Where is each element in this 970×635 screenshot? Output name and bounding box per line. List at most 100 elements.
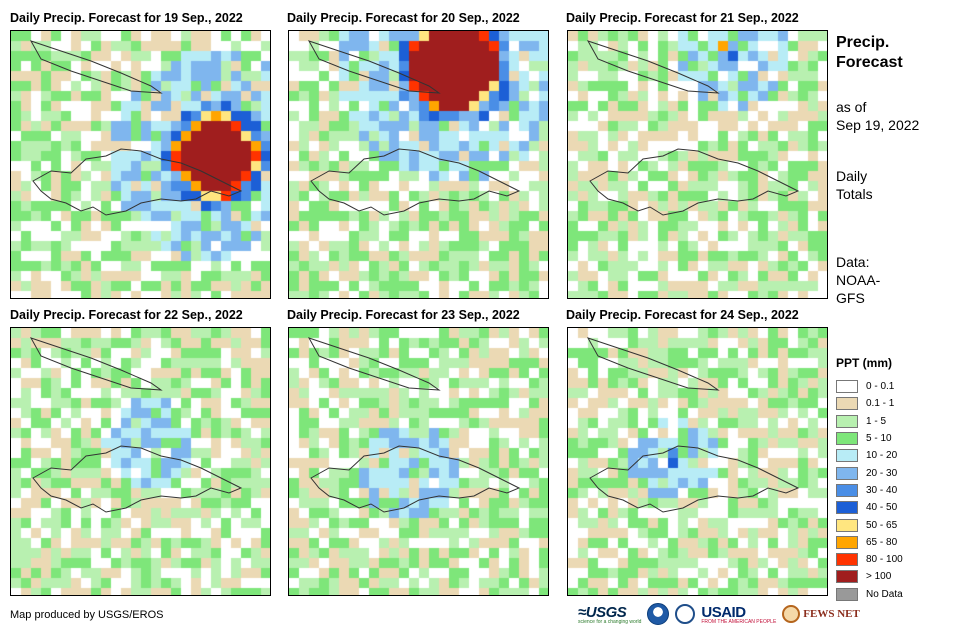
- legend-swatch: [836, 587, 858, 601]
- usgs-logo-text: ≈USGS: [578, 603, 627, 621]
- legend-label: 65 - 80: [866, 536, 898, 548]
- legend-item: 5 - 10: [836, 430, 903, 447]
- legend-rows: 0 - 0.1 0.1 - 1 1 - 5 5 - 10 10 - 20 20 - 30 3…: [836, 378, 903, 603]
- legend-swatch: [836, 397, 858, 411]
- coastline-overlay: [307, 337, 521, 513]
- data-source-line3: GFS: [836, 290, 865, 306]
- daily-label: Daily: [836, 168, 868, 184]
- data-source: Data: NOAA- GFS: [836, 253, 880, 307]
- daily-totals-label: Daily Totals: [836, 167, 873, 203]
- legend-label: No Data: [866, 588, 903, 600]
- hispaniola-coastline: [32, 148, 243, 216]
- hispaniola-coastline: [589, 148, 800, 216]
- as-of-value: Sep 19, 2022: [836, 117, 920, 133]
- panel-title-2: Daily Precip. Forecast for 20 Sep., 2022: [287, 11, 520, 25]
- legend-item: 50 - 65: [836, 516, 903, 533]
- fews-net-logo: FEWS NET: [782, 605, 860, 623]
- cuba-coastline: [586, 40, 720, 94]
- legend-item: 1 - 5: [836, 413, 903, 430]
- sidebar-title: Precip. Forecast: [836, 33, 903, 73]
- legend-swatch: [836, 380, 858, 394]
- usaid-tagline: FROM THE AMERICAN PEOPLE: [701, 618, 777, 625]
- coastline-overlay: [29, 40, 243, 216]
- precip-grid: [289, 31, 548, 298]
- coastline-overlay: [586, 40, 800, 216]
- legend-item: 10 - 20: [836, 447, 903, 464]
- hispaniola-coastline: [32, 445, 243, 513]
- legend-title: PPT (mm): [836, 356, 893, 370]
- legend-label: 0.1 - 1: [866, 398, 895, 410]
- cuba-coastline: [29, 40, 163, 94]
- map-credit: Map produced by USGS/EROS: [10, 609, 164, 621]
- fews-net-text: FEWS NET: [803, 608, 860, 620]
- legend-item: 0 - 0.1: [836, 378, 903, 395]
- data-source-label: Data:: [836, 254, 870, 270]
- panel-title-1: Daily Precip. Forecast for 19 Sep., 2022: [10, 11, 243, 25]
- noaa-logo: [647, 603, 670, 625]
- cuba-coastline: [307, 40, 441, 94]
- precip-grid: [11, 31, 270, 298]
- legend-item: No Data: [836, 586, 903, 603]
- legend-item: 40 - 50: [836, 499, 903, 516]
- legend-swatch: [836, 535, 858, 549]
- fews-net-icon: [782, 605, 801, 623]
- cuba-coastline: [586, 337, 720, 391]
- forecast-map-23-sep: [288, 327, 549, 596]
- legend-swatch: [836, 501, 858, 515]
- legend-label: 20 - 30: [866, 467, 898, 479]
- legend-item: 30 - 40: [836, 482, 903, 499]
- legend-item: 80 - 100: [836, 551, 903, 568]
- legend-label: 10 - 20: [866, 450, 898, 462]
- legend-label: > 100: [866, 571, 892, 583]
- coastline-overlay: [307, 40, 521, 216]
- legend-swatch: [836, 432, 858, 446]
- precip-legend: PPT (mm) 0 - 0.1 0.1 - 1 1 - 5 5 - 10 10 - 2…: [836, 356, 903, 603]
- forecast-map-20-sep: [288, 30, 549, 299]
- legend-swatch: [836, 414, 858, 428]
- as-of-date: as of Sep 19, 2022: [836, 98, 919, 134]
- cuba-coastline: [307, 337, 441, 391]
- panel-title-5: Daily Precip. Forecast for 23 Sep., 2022: [287, 308, 520, 322]
- legend-label: 0 - 0.1: [866, 381, 895, 393]
- legend-item: 65 - 80: [836, 534, 903, 551]
- as-of-label: as of: [836, 99, 867, 115]
- legend-label: 30 - 40: [866, 484, 898, 496]
- panel-title-6: Daily Precip. Forecast for 24 Sep., 2022: [566, 308, 799, 322]
- totals-label: Totals: [836, 186, 873, 202]
- hispaniola-coastline: [310, 445, 521, 513]
- legend-swatch: [836, 570, 858, 584]
- precip-grid: [289, 328, 548, 595]
- cuba-coastline: [29, 337, 163, 391]
- panel-title-4: Daily Precip. Forecast for 22 Sep., 2022: [10, 308, 243, 322]
- sidebar-title-line2: Forecast: [836, 54, 903, 71]
- hispaniola-coastline: [589, 445, 800, 513]
- precip-grid: [568, 31, 827, 298]
- legend-label: 5 - 10: [866, 433, 892, 445]
- coastline-overlay: [586, 337, 800, 513]
- usgs-logo: ≈USGS science for a changing world: [578, 604, 641, 625]
- legend-label: 40 - 50: [866, 502, 898, 514]
- data-source-line2: NOAA-: [836, 272, 881, 288]
- usgs-seal-logo: [675, 604, 696, 624]
- panel-title-3: Daily Precip. Forecast for 21 Sep., 2022: [566, 11, 799, 25]
- coastline-overlay: [29, 337, 243, 513]
- forecast-map-22-sep: [10, 327, 271, 596]
- forecast-map-21-sep: [567, 30, 828, 299]
- hispaniola-coastline: [310, 148, 521, 216]
- legend-swatch: [836, 518, 858, 532]
- usgs-tagline: science for a changing world: [578, 618, 642, 625]
- legend-swatch: [836, 483, 858, 497]
- forecast-map-19-sep: [10, 30, 271, 299]
- legend-label: 50 - 65: [866, 519, 898, 531]
- usaid-logo: USAID FROM THE AMERICAN PEOPLE: [701, 604, 776, 625]
- forecast-map-24-sep: [567, 327, 828, 596]
- legend-swatch: [836, 466, 858, 480]
- precip-grid: [568, 328, 827, 595]
- legend-item: 20 - 30: [836, 464, 903, 481]
- usaid-logo-text: USAID: [701, 603, 746, 621]
- legend-label: 80 - 100: [866, 554, 903, 566]
- legend-swatch: [836, 449, 858, 463]
- sidebar-title-line1: Precip.: [836, 34, 890, 51]
- agency-logos: ≈USGS science for a changing world USAID…: [578, 603, 860, 625]
- legend-label: 1 - 5: [866, 415, 887, 427]
